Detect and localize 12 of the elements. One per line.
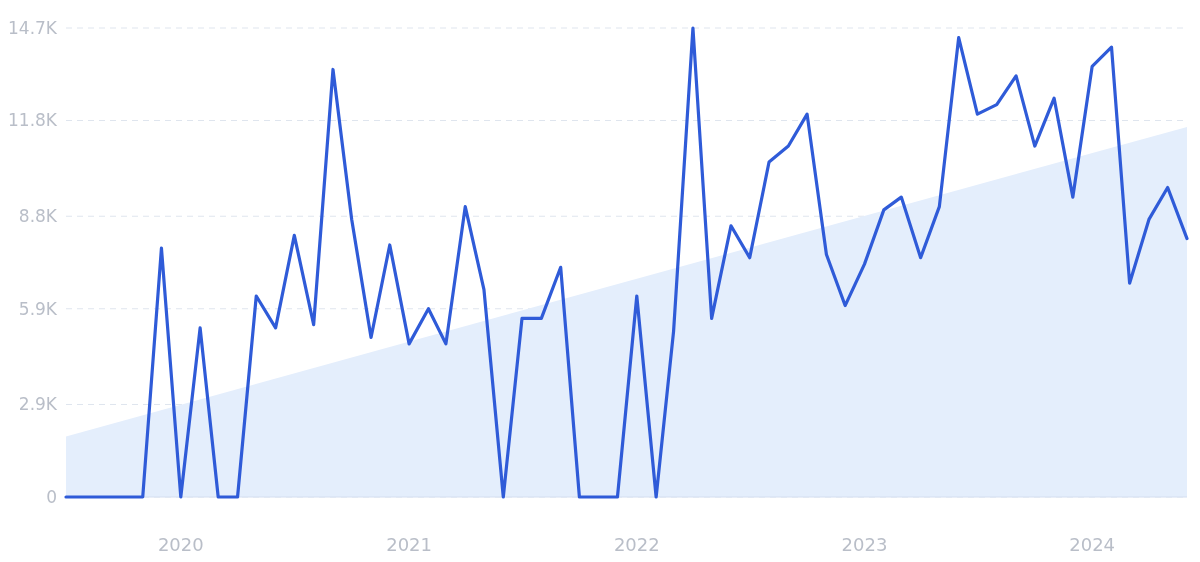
y-tick-label: 8.8K (18, 206, 58, 227)
y-tick-label: 11.8K (8, 110, 58, 131)
x-tick-label: 2020 (157, 534, 204, 555)
x-tick-label: 2022 (613, 534, 660, 555)
x-tick-label: 2021 (386, 534, 433, 555)
line-series (64, 26, 1189, 499)
x-tick-label: 2023 (841, 534, 888, 555)
y-tick-label: 0 (46, 486, 57, 507)
y-tick-label: 5.9K (18, 298, 58, 319)
y-tick-label: 2.9K (18, 394, 58, 415)
x-tick-label: 2024 (1069, 534, 1116, 555)
y-tick-label: 14.7K (8, 17, 58, 38)
